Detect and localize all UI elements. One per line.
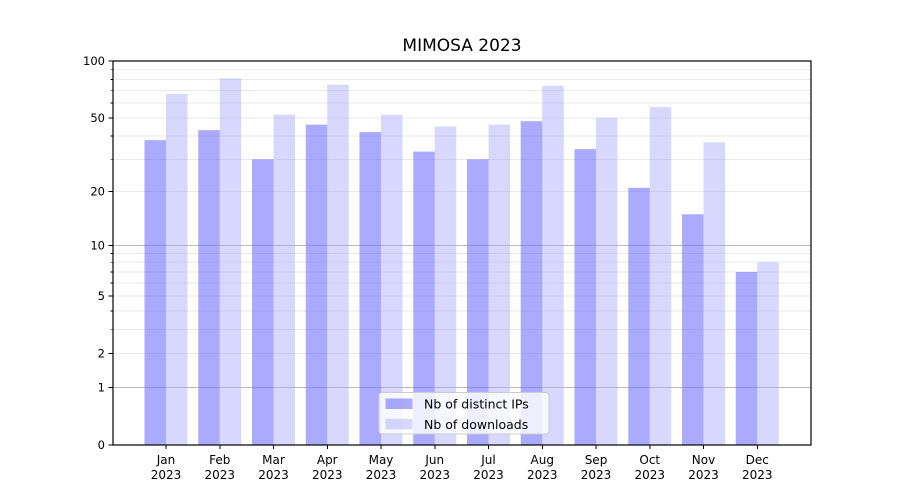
bar-distinct-ips: [359, 132, 381, 446]
x-tick-label-month: Jun: [424, 453, 444, 467]
y-tick-label: 2: [98, 347, 105, 361]
x-tick-label-year: 2023: [688, 468, 719, 482]
x-tick-label-year: 2023: [527, 468, 558, 482]
bar-distinct-ips: [735, 271, 758, 445]
bars: [144, 78, 779, 446]
x-tick-label-year: 2023: [258, 468, 289, 482]
bar-distinct-ips: [144, 140, 166, 445]
x-tick-label-month: Sep: [585, 453, 608, 467]
y-tick-label: 1: [98, 380, 105, 394]
bar-downloads: [488, 124, 510, 446]
x-tick-label-month: Mar: [262, 453, 285, 467]
x-tick-label-year: 2023: [312, 468, 343, 482]
bar-downloads: [166, 93, 188, 445]
x-tick-label-month: Jul: [480, 453, 495, 467]
bar-distinct-ips: [467, 159, 489, 445]
x-axis-labels: Jan2023Feb2023Mar2023Apr2023May2023Jun20…: [151, 453, 773, 482]
bar-downloads: [219, 78, 242, 446]
bar-distinct-ips: [628, 187, 650, 445]
x-tick-label-year: 2023: [151, 468, 182, 482]
legend-swatch-downloads: [385, 418, 413, 430]
y-tick-label: 20: [90, 185, 105, 199]
legend: Nb of distinct IPs Nb of downloads: [378, 392, 550, 435]
x-tick-label-year: 2023: [204, 468, 235, 482]
y-tick-label: 0: [98, 438, 105, 452]
bar-distinct-ips: [305, 124, 328, 446]
x-tick-label-month: Aug: [531, 453, 554, 467]
y-axis-labels: 0 1 2 5 10 20 50 100: [83, 54, 105, 452]
x-tick-label-year: 2023: [366, 468, 397, 482]
plot-border: [112, 60, 812, 446]
legend-swatch-distinct-ips: [385, 398, 413, 409]
x-tick-label-month: Jan: [156, 453, 176, 467]
bar-downloads: [649, 107, 672, 446]
x-tick-label-year: 2023: [742, 468, 773, 482]
y-tick-label: 100: [83, 54, 105, 68]
bar-distinct-ips: [682, 214, 704, 445]
legend-box: [378, 392, 550, 435]
x-tick-label-year: 2023: [634, 468, 665, 482]
bar-downloads: [381, 114, 403, 446]
bar-downloads: [757, 262, 779, 445]
x-tick-label-year: 2023: [581, 468, 612, 482]
bar-distinct-ips: [520, 121, 543, 446]
x-tick-label-month: Dec: [746, 453, 769, 467]
y-tick-label: 10: [90, 238, 105, 252]
bar-downloads: [273, 114, 295, 446]
x-tick-label-year: 2023: [473, 468, 504, 482]
bar-downloads: [327, 84, 349, 446]
gridlines: [113, 69, 811, 388]
bar-downloads: [542, 85, 564, 445]
bar-distinct-ips: [252, 159, 274, 445]
bar-downloads: [596, 117, 618, 445]
x-tick-label-month: Apr: [317, 453, 338, 467]
bar-distinct-ips: [413, 151, 435, 445]
chart-title: MIMOSA 2023: [402, 36, 521, 56]
bar-distinct-ips: [574, 149, 596, 446]
legend-label-downloads: Nb of downloads: [424, 417, 528, 432]
x-tick-label-month: May: [369, 453, 394, 467]
x-tick-label-month: Feb: [209, 453, 230, 467]
legend-label-distinct-ips: Nb of distinct IPs: [424, 397, 529, 412]
x-tick-label-year: 2023: [419, 468, 450, 482]
y-tick-label: 5: [98, 289, 105, 303]
x-tick-label-month: Oct: [639, 453, 660, 467]
bar-distinct-ips: [198, 130, 220, 446]
bar-downloads: [703, 142, 725, 445]
axis-ticks: [108, 60, 758, 449]
x-tick-label-month: Nov: [692, 453, 715, 467]
y-tick-label: 50: [90, 111, 105, 125]
bar-downloads: [434, 126, 457, 445]
